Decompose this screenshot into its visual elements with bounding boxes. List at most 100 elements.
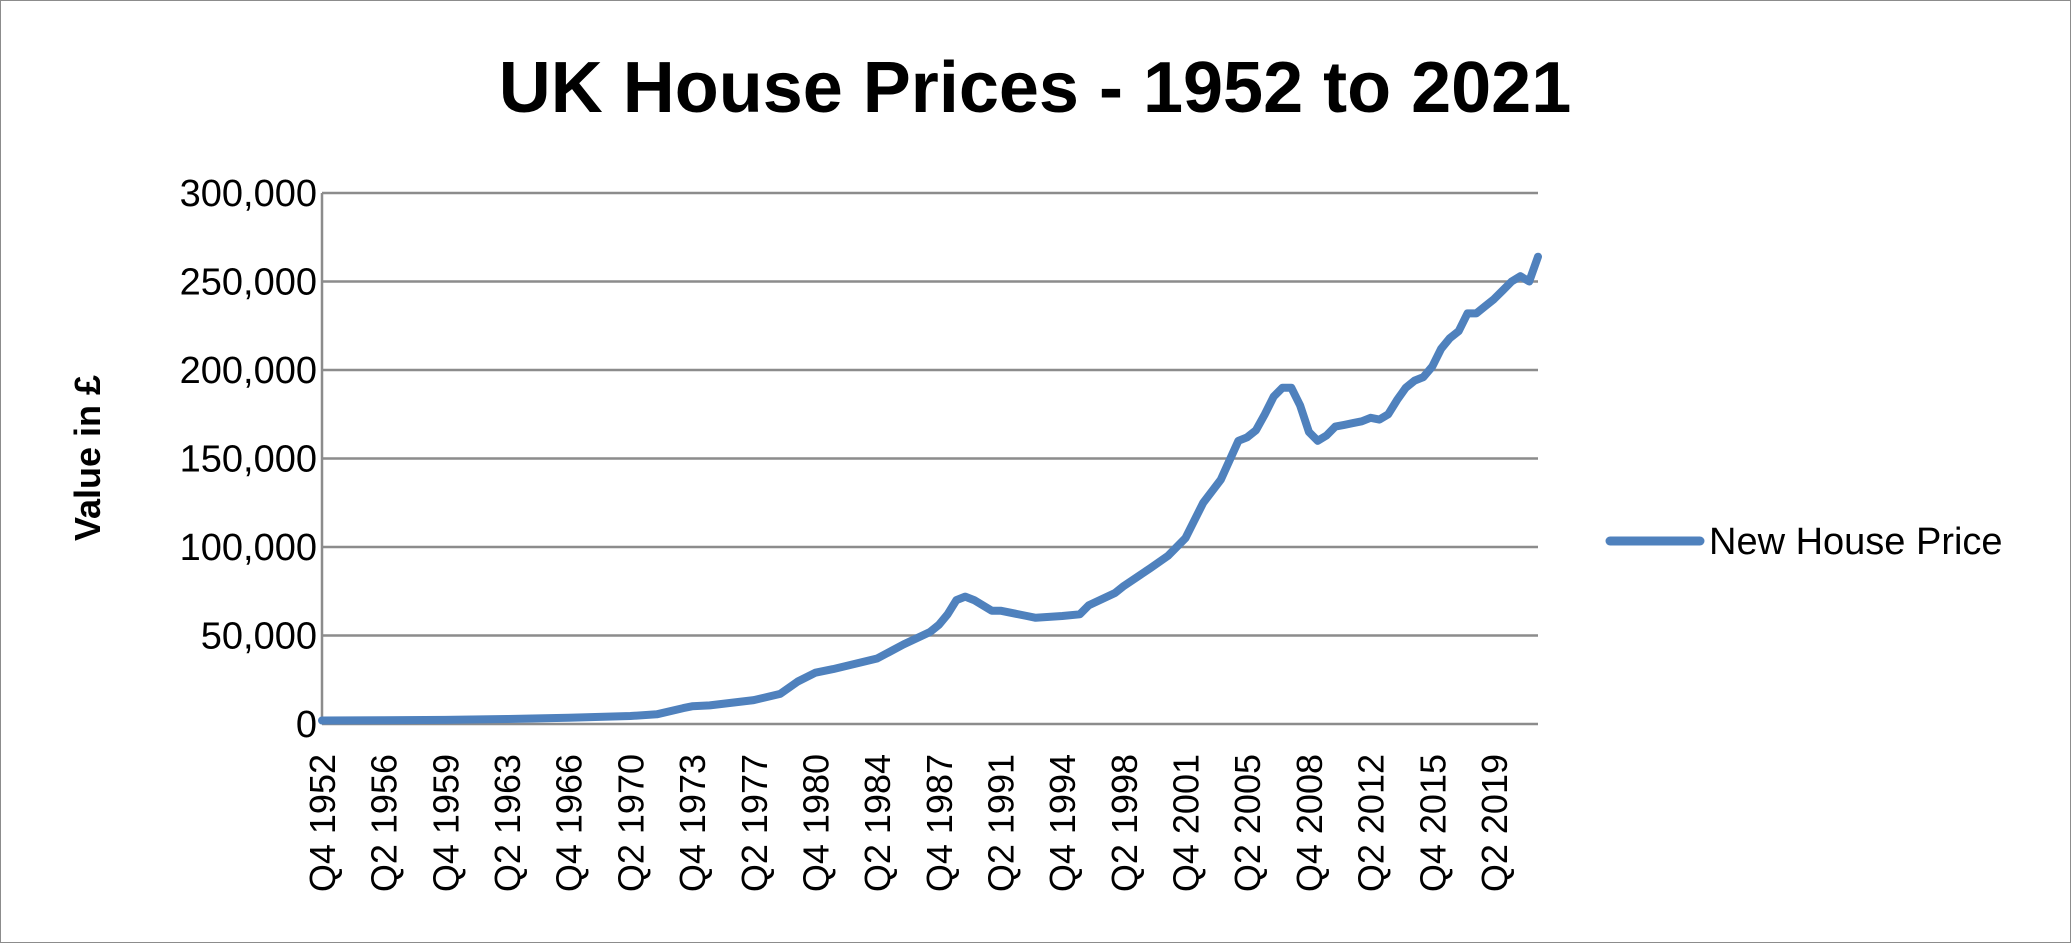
x-tick-label: Q4 1966 [549, 754, 590, 892]
data-point [903, 643, 905, 646]
data-point [1343, 424, 1345, 426]
data-point [682, 707, 684, 709]
data-point [814, 672, 817, 674]
data-point [656, 713, 658, 715]
data-point [1440, 348, 1442, 350]
data-point [1378, 419, 1380, 421]
data-point [383, 719, 385, 721]
x-tick-label: Q2 1991 [980, 754, 1021, 892]
x-tick-label: Q4 1973 [672, 754, 713, 892]
x-tick-label: Q4 1987 [919, 754, 960, 892]
data-point [1352, 422, 1354, 424]
x-tick-label: Q2 1970 [610, 754, 651, 892]
gridlines [322, 191, 1538, 637]
x-tick-label: Q4 1980 [795, 754, 836, 892]
x-tick-label: Q2 2005 [1227, 754, 1268, 892]
data-point [1281, 387, 1284, 389]
legend: New House Price [1605, 521, 2003, 563]
data-point [1167, 555, 1169, 557]
chart-title: UK House Prices - 1952 to 2021 [499, 48, 1572, 128]
x-tick-labels: Q4 1952 Q2 1956 Q4 1959 Q2 1963 Q4 1966 Q2 19… [302, 754, 1515, 892]
data-point [1361, 420, 1363, 422]
data-point [1193, 519, 1195, 522]
y-tick-label: 50,000 [201, 616, 317, 658]
data-point [1246, 436, 1248, 438]
data-point [1273, 396, 1275, 398]
y-tick-label: 100,000 [180, 527, 317, 569]
data-point [1387, 413, 1389, 415]
x-tick-label: Q2 1984 [857, 754, 898, 892]
x-tick-label: Q4 1959 [425, 754, 466, 892]
data-point [753, 699, 755, 701]
data-point [1264, 413, 1266, 415]
data-point [1114, 592, 1116, 594]
data-point [1325, 434, 1328, 437]
data-point [1061, 615, 1063, 617]
x-tick-label: Q4 1994 [1042, 754, 1083, 892]
data-point [1079, 613, 1081, 615]
series-layer [318, 252, 1542, 725]
data-point [1502, 289, 1504, 291]
data-point [1475, 312, 1477, 314]
data-point [629, 715, 632, 717]
x-tick-label: Q4 2001 [1166, 754, 1207, 892]
data-point [1184, 537, 1187, 539]
x-tick-label: Q2 1956 [364, 754, 405, 892]
data-point [506, 718, 508, 720]
data-point [321, 719, 323, 722]
legend-label-new-house-price: New House Price [1709, 521, 2003, 563]
data-point [1255, 429, 1257, 431]
data-point [1026, 615, 1028, 617]
data-point [1123, 585, 1125, 587]
data-point [797, 680, 799, 683]
x-tick-label: Q4 2008 [1289, 754, 1330, 892]
x-tick-label: Q4 2015 [1412, 754, 1453, 892]
data-point [1220, 479, 1222, 481]
data-point [709, 704, 711, 707]
data-point [1431, 365, 1433, 368]
data-point [1396, 399, 1398, 401]
data-point [1334, 426, 1336, 428]
data-point [938, 624, 940, 626]
x-tick-label: Q2 1963 [487, 754, 528, 892]
data-point [568, 717, 570, 719]
data-point [1088, 604, 1090, 607]
data-point [947, 613, 949, 615]
data-point [1422, 376, 1424, 378]
data-point [1405, 387, 1407, 389]
data-point [1290, 387, 1292, 389]
data-point [444, 719, 446, 721]
x-tick-label: Q4 1952 [302, 754, 343, 892]
y-tick-labels: 0 50,000 100,000 150,000 200,000 250,000 300,0… [180, 173, 317, 746]
data-point [1519, 275, 1521, 277]
data-point [832, 668, 834, 670]
x-tick-label: Q2 1998 [1104, 754, 1145, 892]
y-axis-label: Value in £ [67, 375, 108, 541]
data-point [991, 610, 993, 612]
data-point [1528, 280, 1530, 283]
x-tick-label: Q2 2019 [1474, 754, 1515, 892]
y-tick-label: 250,000 [180, 262, 317, 304]
data-point [955, 599, 958, 601]
data-point [929, 631, 931, 633]
x-tick-label: Q2 2012 [1351, 754, 1392, 892]
data-point [1449, 337, 1451, 339]
data-point [691, 705, 693, 707]
data-point [1511, 280, 1513, 283]
data-point [1414, 380, 1416, 382]
data-point [876, 657, 878, 660]
y-tick-label: 300,000 [180, 173, 317, 215]
data-point [1537, 256, 1539, 258]
y-tick-label: 200,000 [180, 350, 317, 392]
y-tick-label: 150,000 [180, 439, 317, 481]
data-point [1299, 404, 1301, 406]
data-point [1308, 431, 1310, 433]
data-point [1370, 417, 1372, 419]
y-tick-label: 0 [296, 704, 317, 746]
series-line-new-house-price [318, 252, 1542, 725]
data-point [1202, 502, 1204, 504]
data-point [1317, 440, 1319, 442]
data-point [964, 596, 966, 598]
